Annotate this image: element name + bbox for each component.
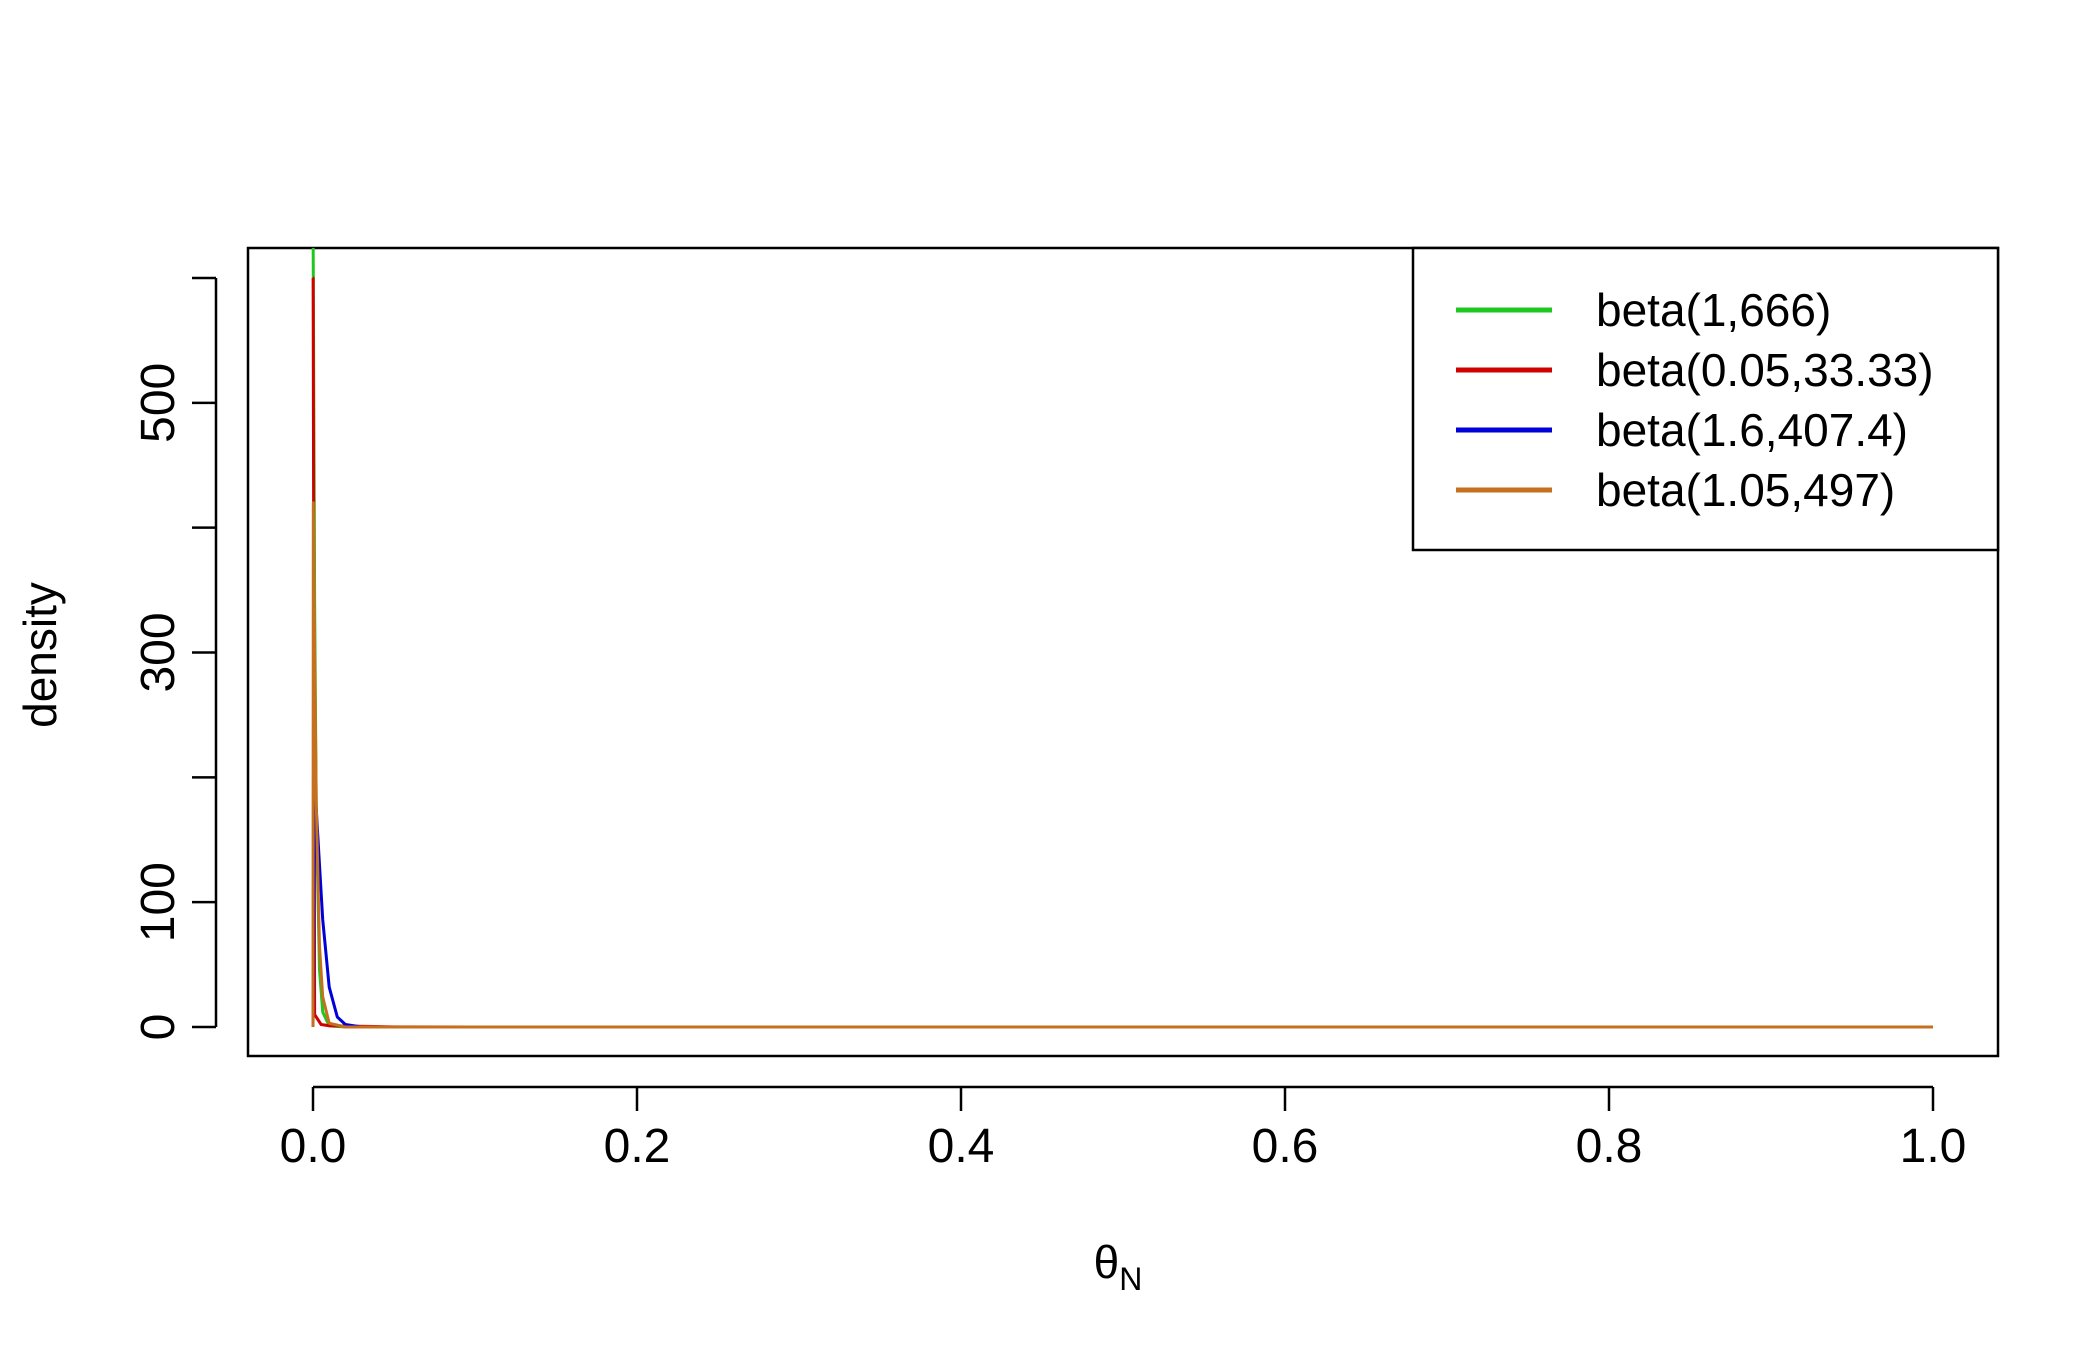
legend-label-0: beta(1,666) (1596, 284, 1831, 336)
y-tick-label: 0 (132, 1014, 185, 1041)
x-axis-title: θN (1094, 1236, 1143, 1297)
series-line-3 (311, 501, 1933, 1029)
x-tick-label: 1.0 (1900, 1120, 1967, 1173)
x-tick-label: 0.4 (928, 1120, 995, 1173)
x-axis: 0.0 0.2 0.4 0.6 0.8 1.0 (280, 1085, 1967, 1173)
x-tick-label: 0.6 (1252, 1120, 1319, 1173)
y-tick-label: 100 (132, 862, 185, 942)
legend-box (1411, 246, 2000, 552)
series-line-2 (311, 800, 1933, 1029)
plot-area (246, 246, 2000, 1058)
x-tick-label: 0.8 (1576, 1120, 1643, 1173)
series-group (311, 248, 1933, 1029)
y-tick-label: 500 (132, 363, 185, 443)
x-axis-title-subscript: N (1119, 1261, 1142, 1297)
legend-label-2: beta(1.6,407.4) (1596, 404, 1908, 456)
x-tick-label: 0.0 (280, 1120, 347, 1173)
legend-label-3: beta(1.05,497) (1596, 464, 1895, 516)
y-axis: 0 100 300 500 (132, 276, 218, 1041)
y-axis-title: density (14, 582, 66, 728)
x-tick-label: 0.2 (604, 1120, 671, 1173)
x-axis-title-symbol: θ (1094, 1236, 1120, 1288)
plot-frame (246, 246, 2000, 1058)
legend: beta(1,666) beta(0.05,33.33) beta(1.6,407.… (1411, 246, 2000, 552)
legend-label-1: beta(0.05,33.33) (1596, 344, 1934, 396)
y-tick-label: 300 (132, 612, 185, 692)
